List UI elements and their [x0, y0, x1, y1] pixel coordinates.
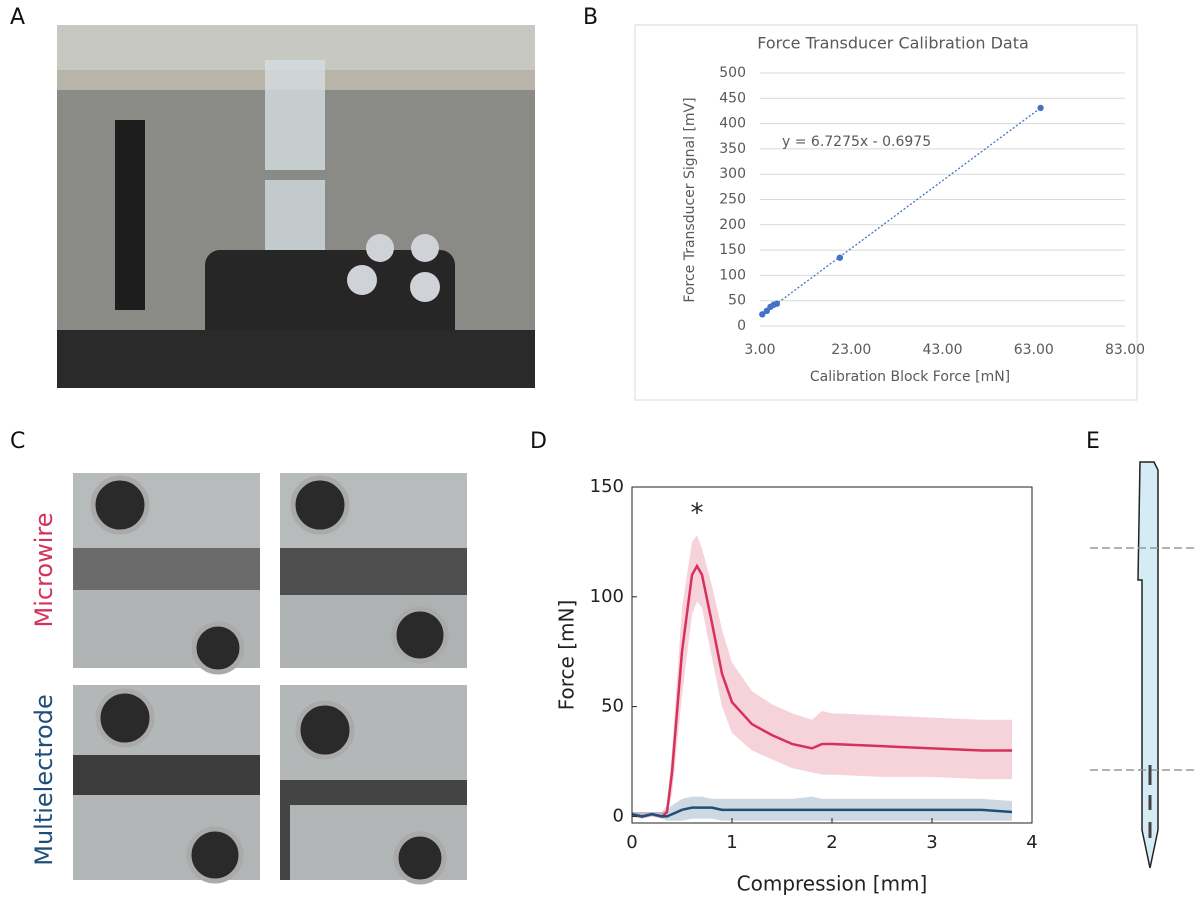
y-tick-label: 300	[719, 166, 746, 182]
y-tick-label: 200	[719, 217, 746, 233]
photo-label: Multielectrode	[30, 694, 58, 866]
y-tick-label: 50	[728, 293, 746, 309]
y-tick-label: 100	[719, 267, 746, 283]
probe-diagram	[1090, 461, 1196, 869]
panel-label: B	[583, 5, 598, 30]
chart-title: Force Transducer Calibration Data	[757, 34, 1029, 53]
x-tick-label: 3	[926, 832, 937, 853]
y-tick-label: 350	[719, 141, 746, 157]
x-tick-label: 43.00	[922, 342, 962, 358]
x-tick-label: 0	[626, 832, 637, 853]
photos-c	[73, 473, 467, 885]
y-tick-label: 100	[590, 586, 624, 607]
y-axis-label: Force [mN]	[555, 600, 579, 711]
x-tick-label: 23.00	[831, 342, 871, 358]
error-band	[632, 535, 1012, 819]
x-tick-label: 83.00	[1105, 342, 1145, 358]
x-tick-label: 1	[726, 832, 737, 853]
panel-label: D	[530, 429, 547, 454]
x-tick-label: 63.00	[1014, 342, 1054, 358]
y-tick-label: 0	[737, 318, 746, 334]
x-tick-label: 3.00	[744, 342, 775, 358]
x-axis-label: Calibration Block Force [mN]	[810, 369, 1010, 385]
annotation: *	[691, 499, 704, 529]
trendline	[761, 107, 1041, 315]
y-axis-label: Force Transducer Signal [mV]	[682, 97, 698, 302]
photo-label: Microwire	[30, 513, 58, 628]
y-tick-label: 50	[601, 696, 624, 717]
y-tick-label: 450	[719, 90, 746, 106]
y-tick-label: 400	[719, 116, 746, 132]
line	[631, 563, 1012, 818]
x-axis-label: Compression [mm]	[737, 872, 928, 896]
y-tick-label: 150	[719, 242, 746, 258]
point	[773, 300, 781, 307]
y-tick-label: 500	[719, 65, 746, 81]
panel-label: E	[1086, 429, 1100, 454]
line	[631, 806, 1013, 818]
panel-label: C	[10, 429, 25, 454]
point	[759, 311, 766, 318]
x-tick-label: 2	[826, 832, 837, 853]
point	[1037, 104, 1044, 112]
equation: y = 6.7275x - 0.6975	[782, 134, 931, 150]
x-tick-label: 4	[1026, 832, 1037, 853]
y-tick-label: 0	[613, 805, 624, 826]
panel-label: A	[10, 5, 25, 30]
point	[836, 254, 844, 261]
chart-b-frame	[634, 24, 1138, 401]
y-tick-label: 250	[719, 192, 746, 208]
y-tick-label: 150	[590, 476, 624, 497]
photo-a	[57, 25, 535, 388]
